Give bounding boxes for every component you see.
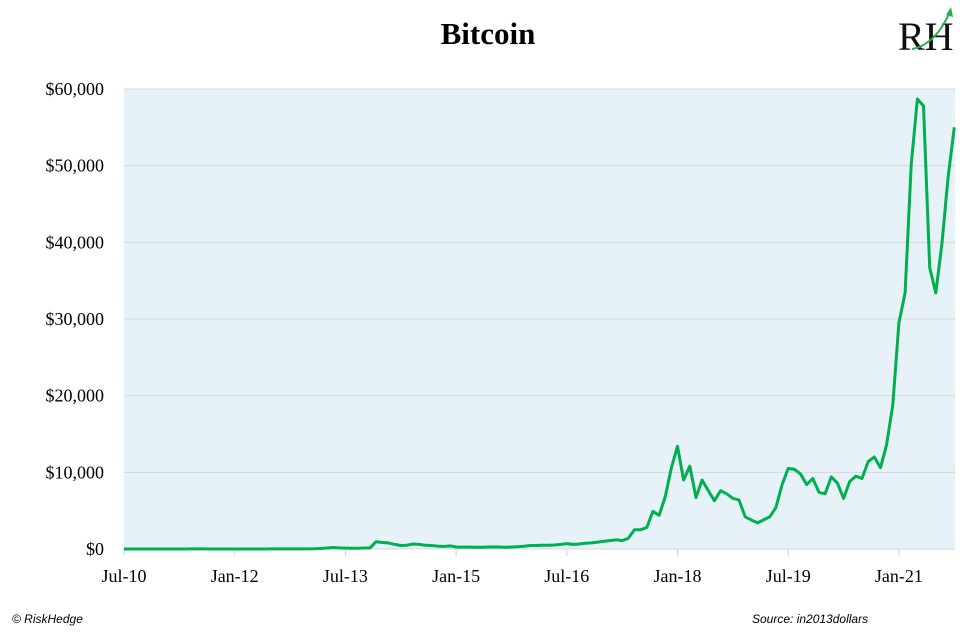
y-tick-label: $50,000: [46, 156, 105, 176]
x-tick-label: Jan-21: [875, 566, 923, 586]
y-tick-label: $0: [86, 539, 104, 559]
source-text: Source: in2013dollars: [752, 612, 868, 626]
x-tick-label: Jul-16: [544, 566, 589, 586]
logo-arrowhead-icon: [946, 7, 953, 17]
logo-arrow-icon: [911, 11, 951, 50]
x-tick-label: Jul-19: [766, 566, 811, 586]
x-tick-label: Jan-15: [432, 566, 480, 586]
x-tick-label: Jan-18: [654, 566, 702, 586]
chart-title: Bitcoin: [441, 16, 536, 51]
logo: RH: [898, 7, 954, 59]
y-tick-label: $30,000: [46, 309, 105, 329]
x-tick-label: Jul-13: [323, 566, 368, 586]
series-line: [124, 97, 956, 551]
y-tick-label: $60,000: [46, 79, 105, 99]
copyright-text: © RiskHedge: [12, 612, 83, 626]
x-tick-label: Jan-12: [211, 566, 259, 586]
y-tick-label: $20,000: [46, 386, 105, 406]
y-tick-label: $10,000: [46, 462, 105, 482]
x-tick-label: Jul-10: [102, 566, 147, 586]
y-tick-label: $40,000: [46, 232, 105, 252]
